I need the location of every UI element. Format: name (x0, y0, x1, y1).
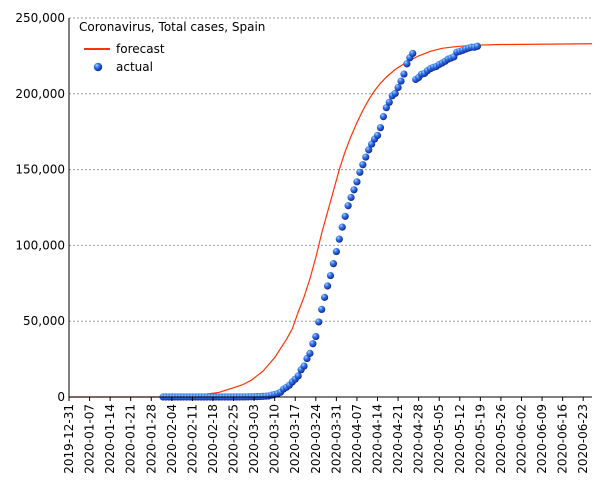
x-tick-label: 2020-03-10 (268, 404, 282, 474)
data-point (338, 223, 346, 231)
series-layer (69, 42, 593, 401)
data-point (353, 178, 361, 186)
x-tick-label: 2020-06-16 (556, 404, 570, 474)
data-point (312, 332, 320, 341)
data-point (385, 98, 393, 106)
data-point (373, 131, 382, 140)
x-tick-label: 2020-02-11 (185, 404, 199, 474)
data-point (473, 42, 482, 50)
x-tick-label: 2020-03-31 (329, 404, 343, 474)
data-point (332, 247, 340, 256)
x-tick-label: 2020-05-26 (494, 404, 508, 474)
data-point (306, 349, 314, 357)
data-point (323, 282, 332, 290)
x-tick-label: 2020-06-23 (576, 404, 590, 474)
data-point (362, 153, 370, 161)
data-point (309, 340, 317, 348)
x-tick-label: 2020-06-09 (535, 404, 549, 474)
series-forecast-line (69, 43, 593, 398)
series-actual-points (159, 42, 482, 401)
x-tick-label: 2020-02-18 (206, 404, 220, 474)
data-point (300, 362, 308, 370)
x-tick-label: 2020-05-19 (473, 404, 487, 474)
x-tick-label: 2020-03-24 (309, 404, 323, 474)
x-tick-label: 2020-03-17 (288, 404, 302, 474)
x-tick-label: 2020-01-28 (144, 404, 158, 474)
legend-forecast-label: forecast (116, 42, 165, 56)
data-point (409, 49, 417, 58)
data-point (356, 168, 364, 176)
x-tick-label: 2020-02-04 (165, 404, 179, 474)
data-point (326, 271, 335, 280)
data-point (347, 193, 355, 202)
data-point (294, 372, 302, 380)
x-tick-label: 2020-01-14 (103, 404, 117, 474)
x-tick-label: 2020-04-07 (350, 404, 364, 474)
data-point (350, 186, 358, 194)
chart-title: Coronavirus, Total cases, Spain (79, 20, 265, 34)
legend-actual-label: actual (116, 60, 153, 74)
data-point (365, 146, 373, 154)
y-tick-label: 150,000 (15, 163, 65, 177)
data-point (376, 124, 385, 132)
y-tick-label: 0 (57, 390, 65, 404)
data-point (318, 305, 326, 313)
data-point (391, 89, 399, 98)
data-point (379, 113, 387, 121)
x-tick-label: 2019-12-31 (62, 404, 76, 474)
x-tick-label: 2020-05-12 (453, 404, 467, 474)
chart-legend: Coronavirus, Total cases, Spain forecast… (79, 20, 265, 74)
x-tick-label: 2020-06-02 (514, 404, 528, 474)
data-point (321, 293, 329, 301)
data-point (397, 77, 405, 85)
y-tick-label: 50,000 (23, 314, 65, 328)
legend-actual-marker (93, 62, 103, 72)
data-point (315, 318, 323, 326)
data-point (403, 60, 411, 68)
y-tick-label: 200,000 (15, 87, 65, 101)
x-tick-label: 2020-01-07 (83, 404, 97, 474)
x-tick-label: 2020-04-28 (412, 404, 426, 474)
chart-grid (69, 17, 592, 322)
x-tick-label: 2020-04-14 (371, 404, 385, 474)
data-point (359, 161, 367, 169)
data-point (394, 83, 402, 92)
data-point (335, 235, 343, 243)
x-tick-label: 2020-02-25 (227, 404, 241, 474)
data-point (400, 70, 408, 78)
data-point (344, 202, 352, 210)
data-point (382, 104, 390, 112)
data-point (329, 260, 338, 268)
y-tick-label: 250,000 (15, 11, 65, 25)
chart-axes: 0 50,000 100,000 150,000 200,000 250,000 2019-… (15, 11, 592, 474)
x-tick-label: 2020-05-05 (432, 404, 446, 474)
x-tick-label: 2020-04-21 (391, 404, 405, 474)
x-tick-label: 2020-03-03 (247, 404, 261, 474)
y-tick-label: 100,000 (15, 238, 65, 252)
data-point (341, 212, 349, 220)
x-tick-label: 2020-01-21 (124, 404, 138, 474)
